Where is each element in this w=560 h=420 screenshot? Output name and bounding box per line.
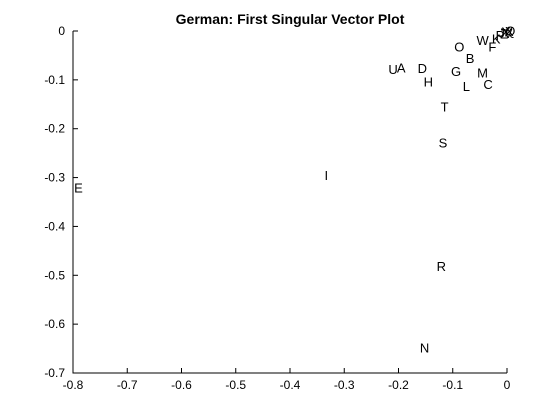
point-label-n: N bbox=[420, 341, 429, 356]
point-label-r: R bbox=[437, 259, 446, 274]
point-label-a: A bbox=[397, 61, 406, 76]
x-tick-label: -0.1 bbox=[442, 378, 463, 392]
y-tick-label: -0.7 bbox=[44, 366, 65, 380]
point-label-t: T bbox=[441, 100, 449, 115]
x-tick-label: -0.7 bbox=[117, 378, 138, 392]
y-tick-label: -0.3 bbox=[44, 171, 65, 185]
chart-title: German: First Singular Vector Plot bbox=[176, 11, 405, 27]
y-tick-label: -0.4 bbox=[44, 219, 65, 233]
point-label-h: H bbox=[424, 74, 433, 89]
point-label-i: I bbox=[325, 168, 329, 183]
point-label-b: B bbox=[466, 51, 475, 66]
point-label-s: S bbox=[439, 135, 448, 150]
y-tick-label: -0.1 bbox=[44, 73, 65, 87]
x-tick-label: -0.6 bbox=[171, 378, 192, 392]
x-tick-label: -0.2 bbox=[388, 378, 409, 392]
x-tick-label: -0.5 bbox=[225, 378, 246, 392]
x-tick-label: -0.4 bbox=[280, 378, 301, 392]
point-label-e: E bbox=[74, 180, 83, 195]
y-tick-label: -0.5 bbox=[44, 268, 65, 282]
point-label-l: L bbox=[463, 79, 470, 94]
point-label-q: Q bbox=[505, 24, 515, 39]
y-tick-label: 0 bbox=[58, 24, 65, 38]
x-tick-label: 0 bbox=[504, 378, 511, 392]
point-label-c: C bbox=[483, 77, 492, 92]
x-tick-label: -0.8 bbox=[63, 378, 84, 392]
point-label-g: G bbox=[451, 64, 461, 79]
y-tick-label: -0.2 bbox=[44, 122, 65, 136]
x-tick-label: -0.3 bbox=[334, 378, 355, 392]
point-label-o: O bbox=[454, 40, 464, 55]
y-tick-label: -0.6 bbox=[44, 317, 65, 331]
